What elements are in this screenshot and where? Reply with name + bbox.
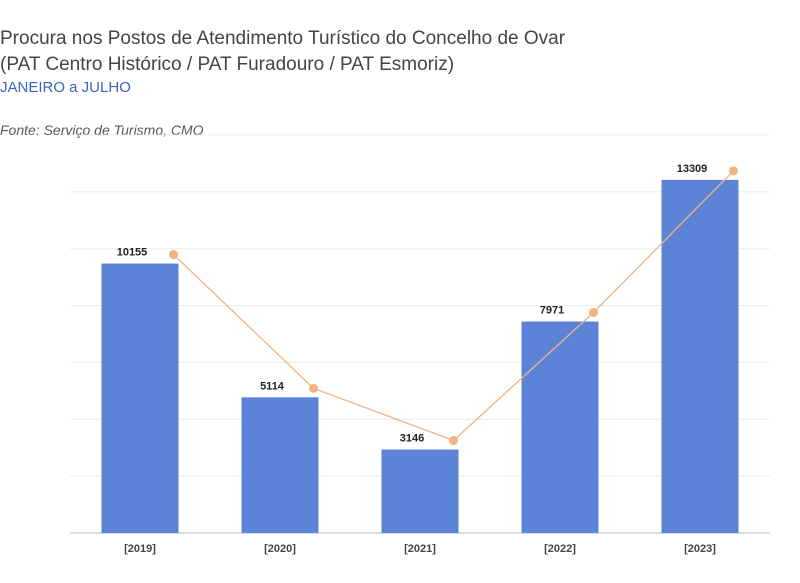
bar-0 [101,263,179,533]
data-label-1: 5114 [260,380,285,392]
data-label-0: 10155 [117,247,148,259]
chart-subtitle: JANEIRO a JULHO [0,79,131,96]
x-tick-label-0: [2019] [124,543,156,555]
data-label-2: 3146 [400,433,424,445]
trend-point-0 [169,250,178,260]
x-tick-label-2: [2021] [404,543,436,555]
bar-1 [241,397,319,533]
chart-title: Procura nos Postos de Atendimento Turíst… [0,28,566,49]
trend-point-3 [589,308,598,318]
x-tick-label-4: [2023] [684,543,716,555]
x-tick-label-3: [2022] [544,543,576,555]
trend-point-4 [729,166,738,176]
bar-3 [521,321,599,533]
chart-source: Fonte: Serviço de Turismo, CMO [0,122,204,138]
bar-2 [381,449,459,533]
x-tick-label-1: [2020] [264,543,296,555]
trend-point-2 [449,436,458,446]
chart-title-line2: (PAT Centro Histórico / PAT Furadouro / … [0,54,455,75]
trend-point-1 [309,383,318,393]
data-label-3: 7971 [540,305,564,317]
bar-4 [661,179,739,534]
data-label-4: 13309 [677,163,708,175]
